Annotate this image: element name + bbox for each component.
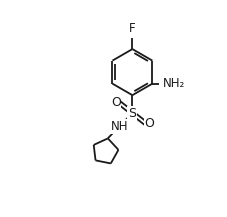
Text: O: O [110, 96, 120, 108]
Text: NH₂: NH₂ [162, 77, 184, 90]
Text: F: F [128, 22, 135, 35]
Text: NH: NH [110, 120, 128, 133]
Text: S: S [128, 107, 136, 120]
Text: O: O [143, 117, 153, 130]
